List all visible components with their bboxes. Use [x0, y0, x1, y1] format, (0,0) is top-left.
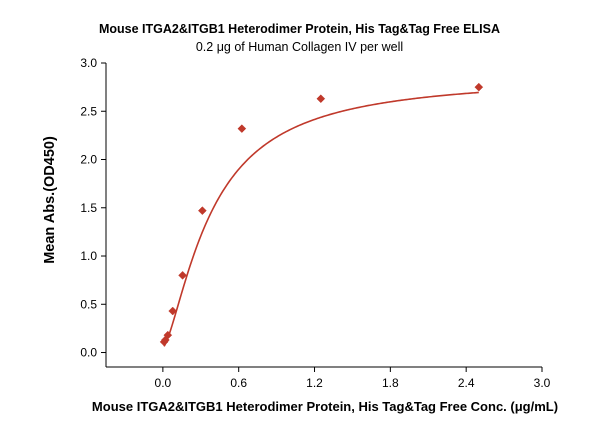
x-axis-title: Mouse ITGA2&ITGB1 Heterodimer Protein, H… [92, 399, 558, 414]
data-point [316, 94, 326, 104]
y-tick-label: 2.0 [80, 153, 97, 167]
y-tick-label: 0.5 [80, 297, 97, 311]
y-tick-label: 0.0 [80, 346, 97, 360]
y-tick-label: 1.5 [80, 201, 97, 215]
x-tick-label: 1.2 [306, 376, 323, 390]
fit-curve [163, 91, 479, 347]
fit-curve-group [163, 91, 479, 347]
data-point [168, 306, 178, 316]
x-tick-label: 1.8 [382, 376, 399, 390]
x-axis-ticks: 0.0 0.6 1.2 1.8 2.4 3.0 [155, 367, 551, 390]
chart-subtitle: 0.2 μg of Human Collagen IV per well [196, 40, 403, 54]
y-axis-title: Mean Abs.(OD450) [42, 136, 58, 264]
y-axis-ticks: 0.0 0.5 1.0 1.5 2.0 2.5 3.0 [80, 56, 106, 360]
data-point [198, 206, 207, 216]
y-tick-label: 3.0 [80, 56, 97, 70]
x-tick-label: 2.4 [458, 376, 475, 390]
axes [105, 63, 542, 368]
x-tick-label: 0.0 [155, 376, 172, 390]
data-point [237, 124, 247, 133]
x-tick-label: 3.0 [534, 376, 551, 390]
y-tick-label: 1.0 [80, 249, 97, 263]
x-tick-label: 0.6 [230, 376, 247, 390]
y-tick-label: 2.5 [80, 104, 97, 118]
data-points [159, 82, 484, 347]
chart-title: Mouse ITGA2&ITGB1 Heterodimer Protein, H… [99, 22, 500, 36]
data-point [163, 330, 173, 340]
data-point [178, 270, 187, 280]
data-point [474, 82, 484, 92]
